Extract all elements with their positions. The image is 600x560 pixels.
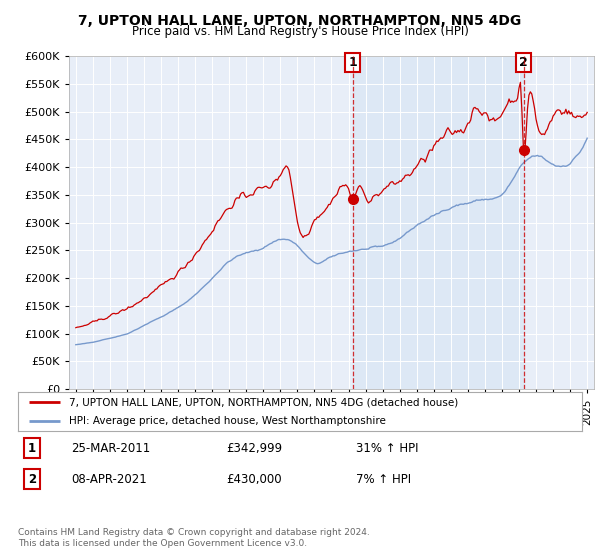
Text: £430,000: £430,000 xyxy=(227,473,283,486)
Text: 31% ↑ HPI: 31% ↑ HPI xyxy=(356,442,419,455)
Text: HPI: Average price, detached house, West Northamptonshire: HPI: Average price, detached house, West… xyxy=(69,416,386,426)
Text: Contains HM Land Registry data © Crown copyright and database right 2024.
This d: Contains HM Land Registry data © Crown c… xyxy=(18,528,370,548)
Text: £342,999: £342,999 xyxy=(227,442,283,455)
Text: 1: 1 xyxy=(28,442,36,455)
Text: 25-MAR-2011: 25-MAR-2011 xyxy=(71,442,151,455)
Text: 7, UPTON HALL LANE, UPTON, NORTHAMPTON, NN5 4DG (detached house): 7, UPTON HALL LANE, UPTON, NORTHAMPTON, … xyxy=(69,397,458,407)
Text: Price paid vs. HM Land Registry's House Price Index (HPI): Price paid vs. HM Land Registry's House … xyxy=(131,25,469,38)
Text: 7, UPTON HALL LANE, UPTON, NORTHAMPTON, NN5 4DG: 7, UPTON HALL LANE, UPTON, NORTHAMPTON, … xyxy=(79,14,521,28)
Bar xyxy=(353,56,524,389)
Text: 2: 2 xyxy=(519,56,528,69)
Text: 7% ↑ HPI: 7% ↑ HPI xyxy=(356,473,412,486)
Text: 1: 1 xyxy=(349,56,357,69)
Text: 2: 2 xyxy=(28,473,36,486)
Text: 08-APR-2021: 08-APR-2021 xyxy=(71,473,148,486)
